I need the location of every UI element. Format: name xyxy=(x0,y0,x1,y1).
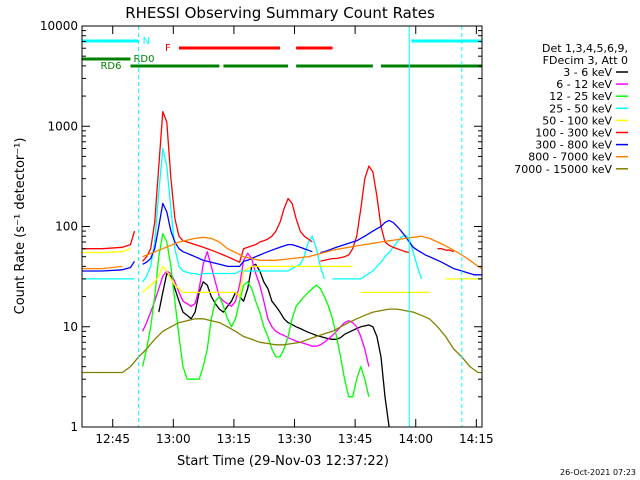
legend-label-5: 50 - 100 keV xyxy=(542,114,612,127)
y-tick-label-2: 100 xyxy=(55,220,78,234)
series-4-line-2 xyxy=(332,234,423,280)
series-7-line-1 xyxy=(142,202,313,268)
flag-label-n: N xyxy=(143,36,150,47)
series-8-line-1 xyxy=(142,235,482,270)
series-9-line-0 xyxy=(82,308,482,374)
x-tick-label-2: 13:15 xyxy=(217,432,252,446)
legend: Det 1,3,4,5,6,9,FDecim 3, Att 03 - 6 keV… xyxy=(514,42,628,176)
series-6-line-8 xyxy=(437,248,454,253)
legend-label-6: 100 - 300 keV xyxy=(535,127,612,140)
y-tick-label-3: 1000 xyxy=(47,119,78,133)
legend-label-3: 12 - 25 keV xyxy=(549,90,612,103)
series-7-line-0 xyxy=(82,260,136,272)
x-tick-label-3: 13:30 xyxy=(277,432,312,446)
legend-item-5: 50 - 100 keV xyxy=(542,114,628,127)
x-tick-label-0: 12:45 xyxy=(95,432,130,446)
series-1 xyxy=(158,263,390,427)
series-3 xyxy=(141,232,370,398)
legend-header-0: Det 1,3,4,5,6,9, xyxy=(542,42,628,55)
series-4-line-1 xyxy=(142,147,326,283)
series-5-line-1 xyxy=(142,265,353,298)
legend-item-2: 6 - 12 keV xyxy=(556,78,628,91)
series-8 xyxy=(82,235,482,270)
series-6-line-0 xyxy=(82,230,136,250)
series-2-line-2 xyxy=(142,251,370,367)
x-tick-label-4: 13:45 xyxy=(338,432,373,446)
series-5-line-0 xyxy=(82,248,131,254)
legend-item-7: 300 - 800 keV xyxy=(535,139,628,152)
series-6-line-1 xyxy=(142,110,313,263)
series-6 xyxy=(82,110,454,263)
series-1-line-7 xyxy=(158,263,390,427)
series-7-line-2 xyxy=(320,219,482,276)
legend-item-3: 12 - 25 keV xyxy=(549,90,628,103)
legend-item-4: 25 - 50 keV xyxy=(549,102,628,115)
x-tick-label-1: 13:00 xyxy=(156,432,191,446)
flag-label-f: F xyxy=(165,43,171,54)
series-3-line-2 xyxy=(141,232,370,398)
x-tick-label-5: 14:00 xyxy=(398,432,433,446)
flag-label-rd6: RD6 xyxy=(100,61,121,72)
legend-label-9: 7000 - 15000 keV xyxy=(514,163,612,176)
markers-layer xyxy=(138,26,463,427)
legend-label-7: 300 - 800 keV xyxy=(535,139,612,152)
chart-title: RHESSI Observing Summary Count Rates xyxy=(125,4,435,22)
x-tick-label-6: 14:15 xyxy=(459,432,494,446)
axes-layer: 12:45 13:00 13:15 13:30 13:45 14:00 14:15 1 10 10… xyxy=(40,19,494,446)
legend-item-9: 7000 - 15000 keV xyxy=(514,163,628,176)
timestamp-stamp: 26-Oct-2021 07:23 xyxy=(560,468,636,477)
legend-label-2: 6 - 12 keV xyxy=(556,78,612,91)
flags-layer: N F RD0 RD6 xyxy=(82,36,482,72)
series-2 xyxy=(142,251,370,367)
legend-label-8: 800 - 7000 keV xyxy=(528,151,612,164)
y-tick-label-0: 1 xyxy=(70,420,78,434)
series-layer xyxy=(82,110,482,427)
flag-label-rd0: RD0 xyxy=(133,54,154,65)
y-tick-label-4: 10000 xyxy=(40,19,78,33)
legend-item-1: 3 - 6 keV xyxy=(563,66,628,79)
legend-label-4: 25 - 50 keV xyxy=(549,102,612,115)
x-axis-label: Start Time (29-Nov-03 12:37:22) xyxy=(177,454,389,469)
y-axis-label: Count Rate (s⁻¹ detector⁻¹) xyxy=(13,138,28,315)
legend-label-1: 3 - 6 keV xyxy=(563,66,612,79)
legend-item-8: 800 - 7000 keV xyxy=(528,151,628,164)
series-6-line-2 xyxy=(320,165,410,262)
series-8-line-0 xyxy=(82,265,123,270)
legend-header-1: FDecim 3, Att 0 xyxy=(543,54,628,67)
y-tick-label-1: 10 xyxy=(63,320,78,334)
legend-item-6: 100 - 300 keV xyxy=(535,127,628,140)
series-7 xyxy=(82,202,482,276)
series-9 xyxy=(82,308,482,374)
